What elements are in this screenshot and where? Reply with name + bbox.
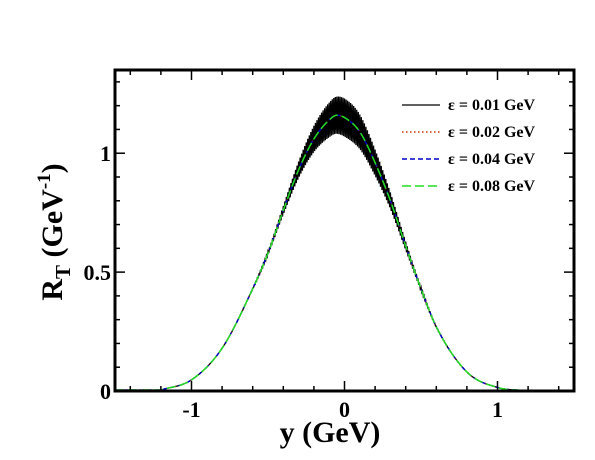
y-axis-title: RT (GeV-1)	[34, 163, 75, 300]
y-axis-title-close: )	[36, 163, 69, 173]
x-tick-label: 0	[339, 397, 350, 422]
y-tick-label: 0.5	[84, 260, 112, 285]
y-axis-title-unit: (GeV	[36, 189, 69, 265]
y-tick-label: 1	[100, 141, 111, 166]
legend-label: ε = 0.04 GeV	[448, 151, 536, 168]
y-axis-title-sub: T	[51, 265, 75, 279]
x-axis-title: y (GeV)	[280, 416, 381, 449]
legend-label: ε = 0.08 GeV	[448, 178, 536, 195]
series-line-4	[115, 114, 574, 391]
x-tick-label: -1	[182, 397, 200, 422]
x-tick-label: 1	[492, 397, 503, 422]
y-tick-label: 0	[100, 379, 111, 404]
y-axis-title-main: R	[36, 279, 69, 301]
y-axis-title-sup: -1	[34, 173, 55, 189]
legend-label: ε = 0.01 GeV	[448, 97, 536, 114]
legend-label: ε = 0.02 GeV	[448, 124, 536, 141]
legend: ε = 0.01 GeV ε = 0.02 GeV ε = 0.04 GeV ε = …	[402, 97, 536, 195]
ticks-layer: -1 0 1 0 0.5 1	[84, 70, 574, 422]
